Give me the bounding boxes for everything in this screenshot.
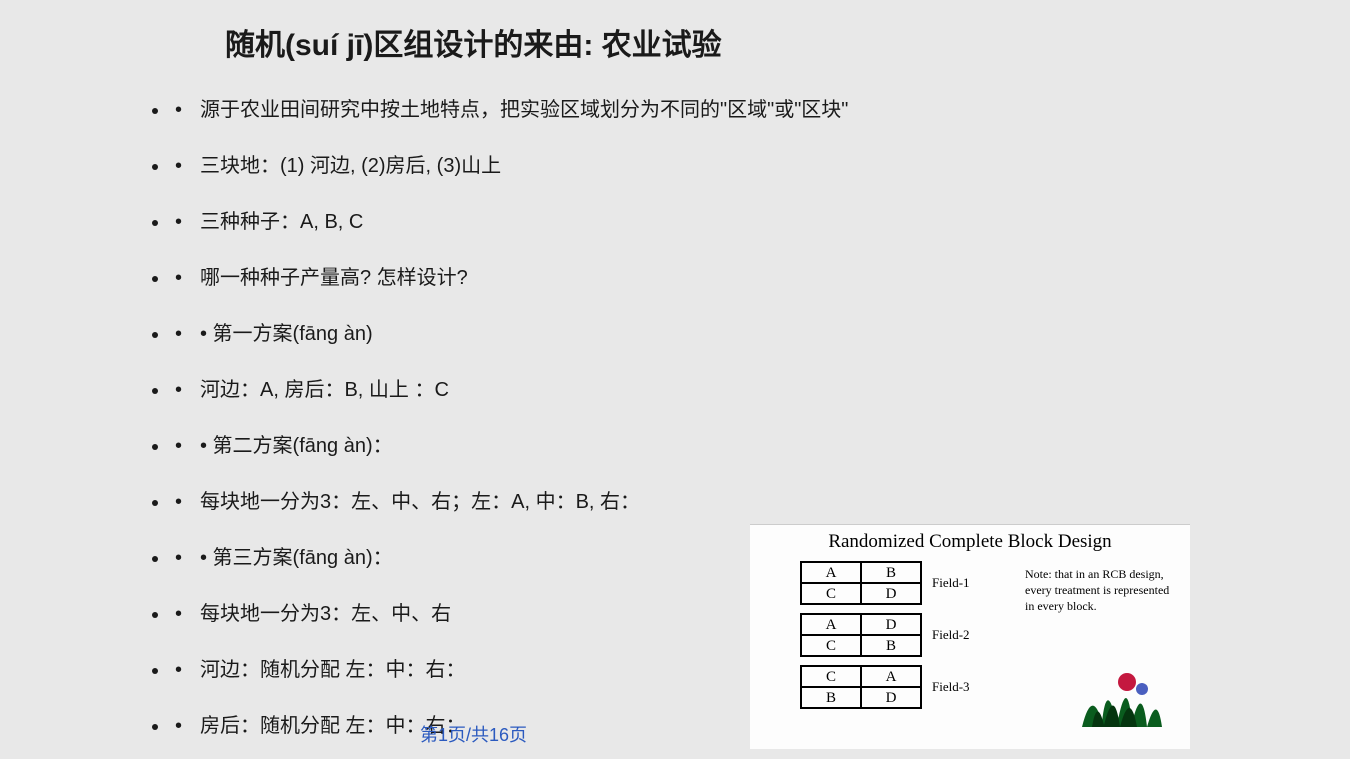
slide: 随机(suí jī)区组设计的来由: 农业试验 源于农业田间研究中按土地特点，把…	[0, 0, 1350, 759]
grid-cell: A	[801, 614, 861, 635]
fields-column: ABCDField-1ADCBField-2CABDField-3	[760, 561, 1005, 717]
bullet-item: 河边：A, 房后：B, 山上 ：C	[170, 374, 1070, 406]
figure-note-column: Note: that in an RCB design, every treat…	[1005, 561, 1180, 717]
grid-cell: A	[861, 666, 921, 687]
figure-body: ABCDField-1ADCBField-2CABDField-3 Note: …	[760, 561, 1180, 717]
field-row: ABCD Field-1	[760, 561, 1005, 605]
field-label: Field-1	[932, 575, 970, 591]
grid-cell: D	[861, 583, 921, 604]
field-row: CABD Field-3	[760, 665, 1005, 709]
grid-cell: B	[801, 687, 861, 708]
figure-title: Randomized Complete Block Design	[760, 531, 1180, 553]
grid-cell: A	[801, 562, 861, 583]
bullet-item: 三块地：(1) 河边, (2)房后, (3)山上	[170, 150, 1070, 182]
field-row: ADCB Field-2	[760, 613, 1005, 657]
figure-note: Note: that in an RCB design, every treat…	[1025, 566, 1180, 615]
bullet-item: 三种种子：A, B, C	[170, 206, 1070, 238]
slide-title: 随机(suí jī)区组设计的来由: 农业试验	[225, 20, 1350, 64]
bullet-item: • 第二方案(fāng àn)：	[170, 430, 1070, 462]
grid-cell: C	[801, 635, 861, 656]
field-grid: ABCD	[800, 561, 922, 605]
bullet-item: 每块地一分为3：左、中、右；左：A, 中：B, 右：	[170, 486, 1070, 518]
page-number: 第1页/共16页	[420, 721, 527, 747]
field-grid: CABD	[800, 665, 922, 709]
grid-cell: C	[801, 583, 861, 604]
rcb-figure: Randomized Complete Block Design ABCDFie…	[750, 524, 1190, 749]
field-grid: ADCB	[800, 613, 922, 657]
grid-cell: C	[801, 666, 861, 687]
grid-cell: B	[861, 562, 921, 583]
field-label: Field-2	[932, 627, 970, 643]
grid-cell: D	[861, 687, 921, 708]
field-label: Field-3	[932, 679, 970, 695]
bullet-item: 源于农业田间研究中按土地特点，把实验区域划分为不同的"区域"或"区块"	[170, 94, 1070, 126]
grid-cell: B	[861, 635, 921, 656]
grid-cell: D	[861, 614, 921, 635]
plant-icon	[1072, 647, 1172, 727]
bullet-item: 哪一种种子产量高? 怎样设计?	[170, 262, 1070, 294]
bullet-item: • 第一方案(fāng àn)	[170, 318, 1070, 350]
